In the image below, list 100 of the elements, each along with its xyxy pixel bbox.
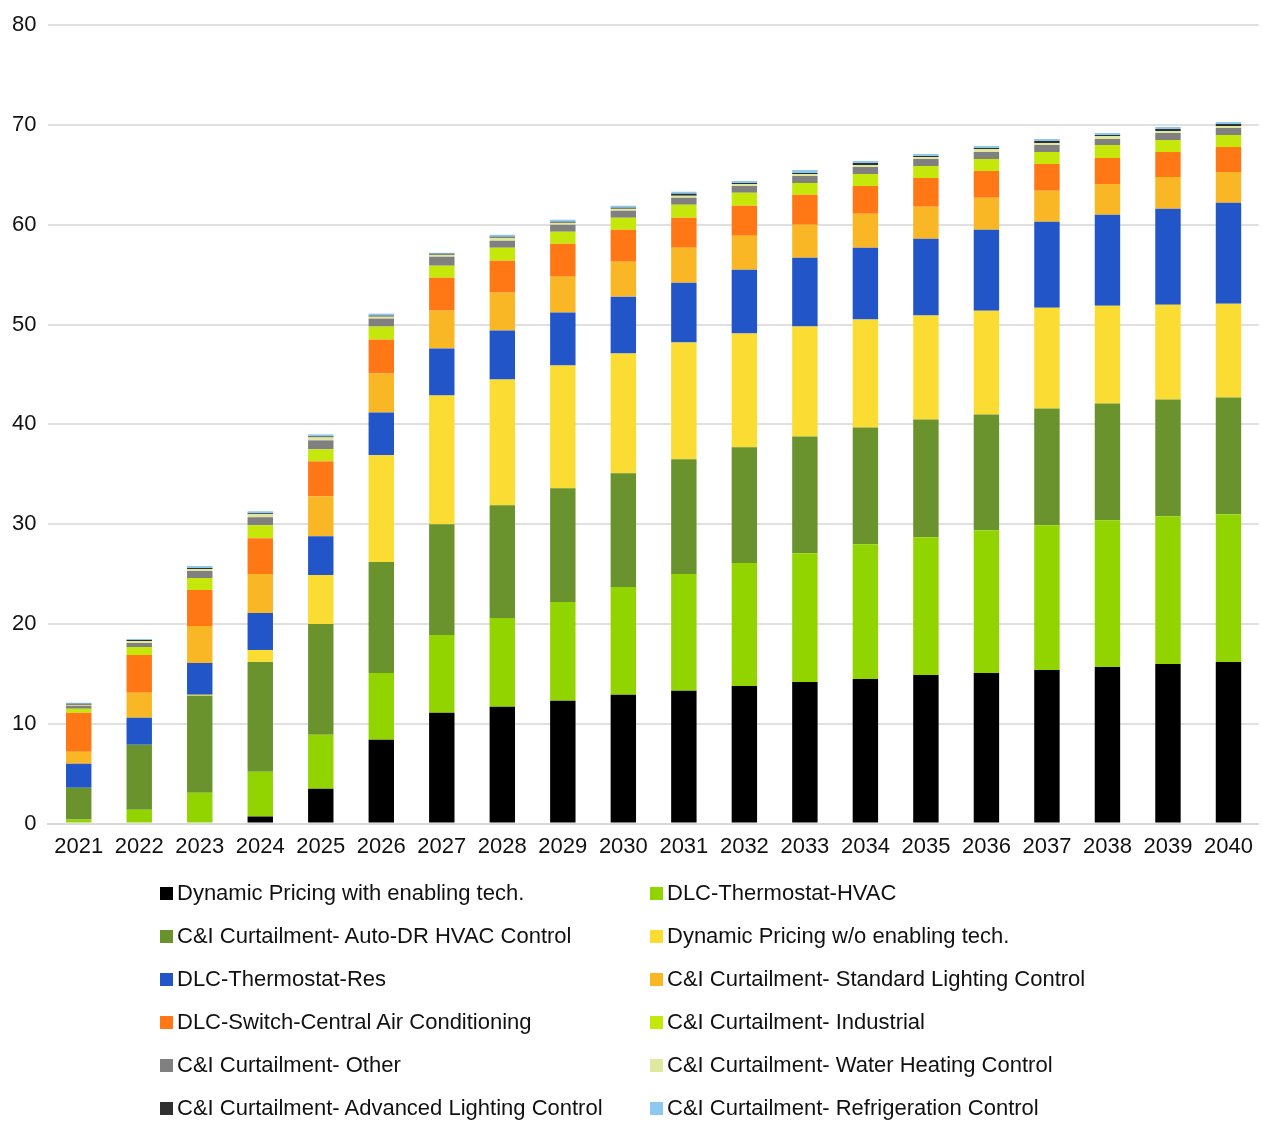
bar bbox=[429, 310, 455, 349]
bar bbox=[429, 256, 455, 266]
bar bbox=[550, 224, 576, 232]
bar bbox=[550, 602, 576, 701]
x-tick-label: 2021 bbox=[54, 832, 104, 858]
bar bbox=[368, 739, 394, 823]
bar bbox=[247, 517, 273, 526]
bar bbox=[610, 261, 637, 297]
bar bbox=[66, 787, 92, 820]
bar bbox=[792, 436, 818, 554]
bar bbox=[671, 574, 697, 691]
x-tick-label: 2039 bbox=[1143, 832, 1193, 858]
bar bbox=[308, 788, 334, 823]
bar bbox=[550, 488, 576, 603]
bar bbox=[1215, 514, 1242, 662]
bar bbox=[489, 247, 516, 261]
x-tick-label: 2022 bbox=[114, 832, 164, 858]
legend-label: DLC-Thermostat-HVAC bbox=[667, 880, 897, 906]
bar bbox=[489, 379, 516, 506]
bar bbox=[187, 662, 213, 695]
bar bbox=[852, 173, 879, 186]
bar bbox=[913, 238, 939, 316]
bar bbox=[368, 339, 394, 374]
bar bbox=[187, 626, 213, 663]
bar bbox=[247, 613, 273, 650]
bar bbox=[1215, 397, 1242, 515]
bar bbox=[792, 326, 818, 437]
bar bbox=[66, 708, 92, 713]
bar bbox=[368, 672, 394, 740]
bar bbox=[489, 706, 516, 823]
bar bbox=[489, 618, 516, 707]
y-tick-label: 40 bbox=[11, 410, 37, 436]
bar bbox=[1034, 408, 1060, 526]
bar bbox=[1034, 221, 1060, 308]
x-tick-label: 2024 bbox=[235, 832, 285, 858]
bar bbox=[66, 751, 92, 764]
bar bbox=[66, 763, 92, 788]
bar bbox=[126, 642, 152, 647]
bar bbox=[368, 326, 394, 340]
bar bbox=[731, 192, 758, 206]
bar bbox=[126, 809, 152, 823]
bar bbox=[852, 185, 879, 214]
bar bbox=[66, 819, 92, 823]
bar bbox=[731, 563, 758, 686]
bar bbox=[550, 276, 576, 313]
y-tick-label: 0 bbox=[24, 809, 37, 835]
bar bbox=[731, 685, 758, 823]
bar bbox=[187, 695, 213, 793]
bar bbox=[489, 240, 516, 248]
bar bbox=[368, 412, 394, 456]
legend-label: C&I Curtailment- Standard Lighting Control bbox=[667, 966, 1086, 992]
bar bbox=[429, 265, 455, 278]
bar bbox=[550, 365, 576, 489]
bar bbox=[731, 447, 758, 564]
bar bbox=[308, 575, 334, 624]
bar bbox=[671, 217, 697, 248]
legend-label: Dynamic Pricing w/o enabling tech. bbox=[667, 923, 1010, 949]
x-tick-label: 2034 bbox=[840, 832, 890, 858]
legend-label: C&I Curtailment- Auto-DR HVAC Control bbox=[177, 923, 572, 949]
y-tick-label: 80 bbox=[11, 11, 37, 37]
bar bbox=[852, 166, 879, 174]
legend-label: Dynamic Pricing with enabling tech. bbox=[177, 880, 525, 906]
legend-label: C&I Curtailment- Water Heating Control bbox=[667, 1052, 1053, 1078]
y-tick-label: 10 bbox=[11, 709, 37, 735]
bar bbox=[126, 646, 152, 655]
bar bbox=[913, 158, 939, 166]
legend-label: C&I Curtailment- Industrial bbox=[667, 1009, 925, 1035]
y-tick-label: 50 bbox=[11, 310, 37, 336]
bar bbox=[368, 373, 394, 413]
bar bbox=[913, 419, 939, 538]
bar bbox=[671, 204, 697, 218]
bar bbox=[731, 235, 758, 270]
bar bbox=[308, 624, 334, 735]
bar bbox=[1155, 132, 1181, 140]
bar bbox=[1155, 399, 1181, 517]
x-tick-label: 2027 bbox=[417, 832, 467, 858]
bar bbox=[489, 260, 516, 293]
bar bbox=[913, 177, 939, 207]
bar bbox=[1034, 669, 1060, 823]
bar bbox=[308, 440, 334, 450]
bar bbox=[187, 792, 213, 823]
bar bbox=[247, 525, 273, 539]
bar bbox=[1034, 525, 1060, 670]
bar bbox=[1094, 520, 1121, 667]
legend-label: C&I Curtailment- Refrigeration Control bbox=[667, 1095, 1039, 1121]
bar bbox=[913, 206, 939, 239]
bar bbox=[1094, 183, 1121, 215]
bar bbox=[671, 342, 697, 460]
bar bbox=[1034, 151, 1060, 164]
bar bbox=[671, 690, 697, 823]
bar bbox=[671, 197, 697, 205]
bar bbox=[973, 310, 1000, 415]
bar bbox=[1155, 139, 1181, 152]
bar bbox=[1155, 304, 1181, 400]
bar bbox=[1215, 303, 1242, 398]
bar bbox=[429, 348, 455, 396]
bar bbox=[429, 524, 455, 635]
bar bbox=[610, 217, 637, 230]
legend-label: DLC-Thermostat-Res bbox=[177, 966, 387, 992]
bar bbox=[671, 247, 697, 283]
